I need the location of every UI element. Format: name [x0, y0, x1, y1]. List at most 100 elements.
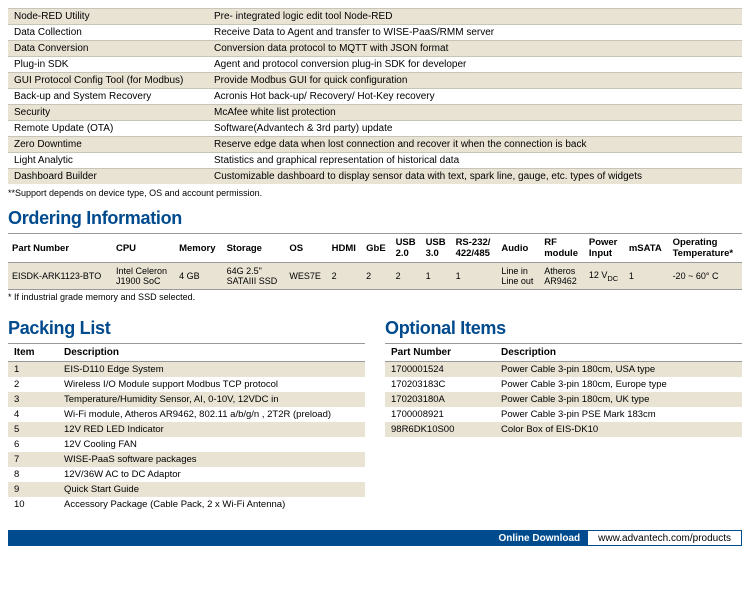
feature-key: Data Conversion — [8, 41, 208, 57]
ordering-header: OS — [285, 234, 327, 263]
optional-part: 170203180A — [385, 392, 495, 407]
ordering-cell: Line inLine out — [497, 263, 540, 290]
optional-desc: Power Cable 3-pin 180cm, Europe type — [495, 377, 742, 392]
feature-key: Node-RED Utility — [8, 9, 208, 25]
ordering-header: GbE — [362, 234, 391, 263]
optional-row: 1700001524Power Cable 3-pin 180cm, USA t… — [385, 362, 742, 378]
feature-value: Receive Data to Agent and transfer to WI… — [208, 25, 742, 41]
ordering-header: PowerInput — [585, 234, 625, 263]
feature-row: Light AnalyticStatistics and graphical r… — [8, 153, 742, 169]
optional-header-part: Part Number — [385, 344, 495, 362]
feature-value: Agent and protocol conversion plug-in SD… — [208, 57, 742, 73]
packing-row: 3Temperature/Humidity Sensor, AI, 0-10V,… — [8, 392, 365, 407]
download-bar: Online Download www.advantech.com/produc… — [8, 530, 742, 546]
feature-key: Dashboard Builder — [8, 169, 208, 185]
packing-table: Item Description 1EIS-D110 Edge System2W… — [8, 343, 365, 512]
feature-key: Data Collection — [8, 25, 208, 41]
packing-row: 2Wireless I/O Module support Modbus TCP … — [8, 377, 365, 392]
feature-row: Plug-in SDKAgent and protocol conversion… — [8, 57, 742, 73]
optional-part: 98R6DK10S00 — [385, 422, 495, 437]
feature-row: GUI Protocol Config Tool (for Modbus)Pro… — [8, 73, 742, 89]
feature-row: Data CollectionReceive Data to Agent and… — [8, 25, 742, 41]
packing-item-desc: WISE-PaaS software packages — [58, 452, 365, 467]
ordering-header: CPU — [112, 234, 175, 263]
feature-key: Light Analytic — [8, 153, 208, 169]
packing-item-num: 10 — [8, 497, 58, 512]
packing-item-desc: Temperature/Humidity Sensor, AI, 0-10V, … — [58, 392, 365, 407]
ordering-cell: AtherosAR9462 — [540, 263, 585, 290]
packing-item-num: 9 — [8, 482, 58, 497]
feature-row: Back-up and System RecoveryAcronis Hot b… — [8, 89, 742, 105]
ordering-cell: 1 — [422, 263, 452, 290]
packing-row: 4Wi-Fi module, Atheros AR9462, 802.11 a/… — [8, 407, 365, 422]
feature-row: Remote Update (OTA)Software(Advantech & … — [8, 121, 742, 137]
ordering-cell: WES7E — [285, 263, 327, 290]
packing-item-desc: 12V RED LED Indicator — [58, 422, 365, 437]
packing-row: 1EIS-D110 Edge System — [8, 362, 365, 378]
packing-item-desc: Accessory Package (Cable Pack, 2 x Wi-Fi… — [58, 497, 365, 512]
feature-value: Reserve edge data when lost connection a… — [208, 137, 742, 153]
packing-item-num: 1 — [8, 362, 58, 378]
ordering-header: RFmodule — [540, 234, 585, 263]
optional-title: Optional Items — [385, 318, 742, 339]
ordering-cell: Intel CeleronJ1900 SoC — [112, 263, 175, 290]
optional-row: 170203180APower Cable 3-pin 180cm, UK ty… — [385, 392, 742, 407]
features-footnote: **Support depends on device type, OS and… — [8, 188, 742, 198]
packing-item-num: 4 — [8, 407, 58, 422]
ordering-header: Audio — [497, 234, 540, 263]
ordering-cell: 4 GB — [175, 263, 223, 290]
ordering-cell: 2 — [328, 263, 363, 290]
feature-key: Remote Update (OTA) — [8, 121, 208, 137]
packing-row: 812V/36W AC to DC Adaptor — [8, 467, 365, 482]
ordering-header: USB3.0 — [422, 234, 452, 263]
optional-header-desc: Description — [495, 344, 742, 362]
feature-row: Data ConversionConversion data protocol … — [8, 41, 742, 57]
download-url[interactable]: www.advantech.com/products — [588, 530, 742, 546]
packing-item-desc: 12V Cooling FAN — [58, 437, 365, 452]
packing-item-desc: EIS-D110 Edge System — [58, 362, 365, 378]
ordering-cell: 12 VDC — [585, 263, 625, 290]
packing-row: 612V Cooling FAN — [8, 437, 365, 452]
feature-value: McAfee white list protection — [208, 105, 742, 121]
optional-table: Part Number Description 1700001524Power … — [385, 343, 742, 437]
optional-part: 170203183C — [385, 377, 495, 392]
ordering-header: RS-232/422/485 — [452, 234, 498, 263]
packing-item-num: 3 — [8, 392, 58, 407]
features-table: Node-RED UtilityPre- integrated logic ed… — [8, 8, 742, 184]
packing-header-desc: Description — [58, 344, 365, 362]
optional-row: 170203183CPower Cable 3-pin 180cm, Europ… — [385, 377, 742, 392]
optional-row: 98R6DK10S00Color Box of EIS-DK10 — [385, 422, 742, 437]
packing-item-desc: Wi-Fi module, Atheros AR9462, 802.11 a/b… — [58, 407, 365, 422]
feature-key: Zero Downtime — [8, 137, 208, 153]
packing-row: 512V RED LED Indicator — [8, 422, 365, 437]
feature-key: Back-up and System Recovery — [8, 89, 208, 105]
feature-value: Provide Modbus GUI for quick configurati… — [208, 73, 742, 89]
packing-row: 9Quick Start Guide — [8, 482, 365, 497]
feature-row: Node-RED UtilityPre- integrated logic ed… — [8, 9, 742, 25]
feature-value: Conversion data protocol to MQTT with JS… — [208, 41, 742, 57]
optional-part: 1700001524 — [385, 362, 495, 378]
ordering-cell: 1 — [625, 263, 669, 290]
feature-key: Plug-in SDK — [8, 57, 208, 73]
ordering-header: Storage — [223, 234, 286, 263]
feature-key: GUI Protocol Config Tool (for Modbus) — [8, 73, 208, 89]
optional-desc: Power Cable 3-pin 180cm, USA type — [495, 362, 742, 378]
feature-row: SecurityMcAfee white list protection — [8, 105, 742, 121]
feature-value: Software(Advantech & 3rd party) update — [208, 121, 742, 137]
ordering-header: mSATA — [625, 234, 669, 263]
packing-item-num: 6 — [8, 437, 58, 452]
ordering-header: Part Number — [8, 234, 112, 263]
packing-item-desc: Quick Start Guide — [58, 482, 365, 497]
feature-value: Statistics and graphical representation … — [208, 153, 742, 169]
packing-item-num: 2 — [8, 377, 58, 392]
download-label: Online Download — [490, 530, 588, 546]
packing-header-item: Item — [8, 344, 58, 362]
packing-item-num: 7 — [8, 452, 58, 467]
ordering-cell: -20 ~ 60° C — [669, 263, 742, 290]
optional-part: 1700008921 — [385, 407, 495, 422]
ordering-cell: 2 — [392, 263, 422, 290]
ordering-cell: 1 — [452, 263, 498, 290]
ordering-footnote: * If industrial grade memory and SSD sel… — [8, 292, 742, 302]
feature-value: Acronis Hot back-up/ Recovery/ Hot-Key r… — [208, 89, 742, 105]
feature-row: Zero DowntimeReserve edge data when lost… — [8, 137, 742, 153]
